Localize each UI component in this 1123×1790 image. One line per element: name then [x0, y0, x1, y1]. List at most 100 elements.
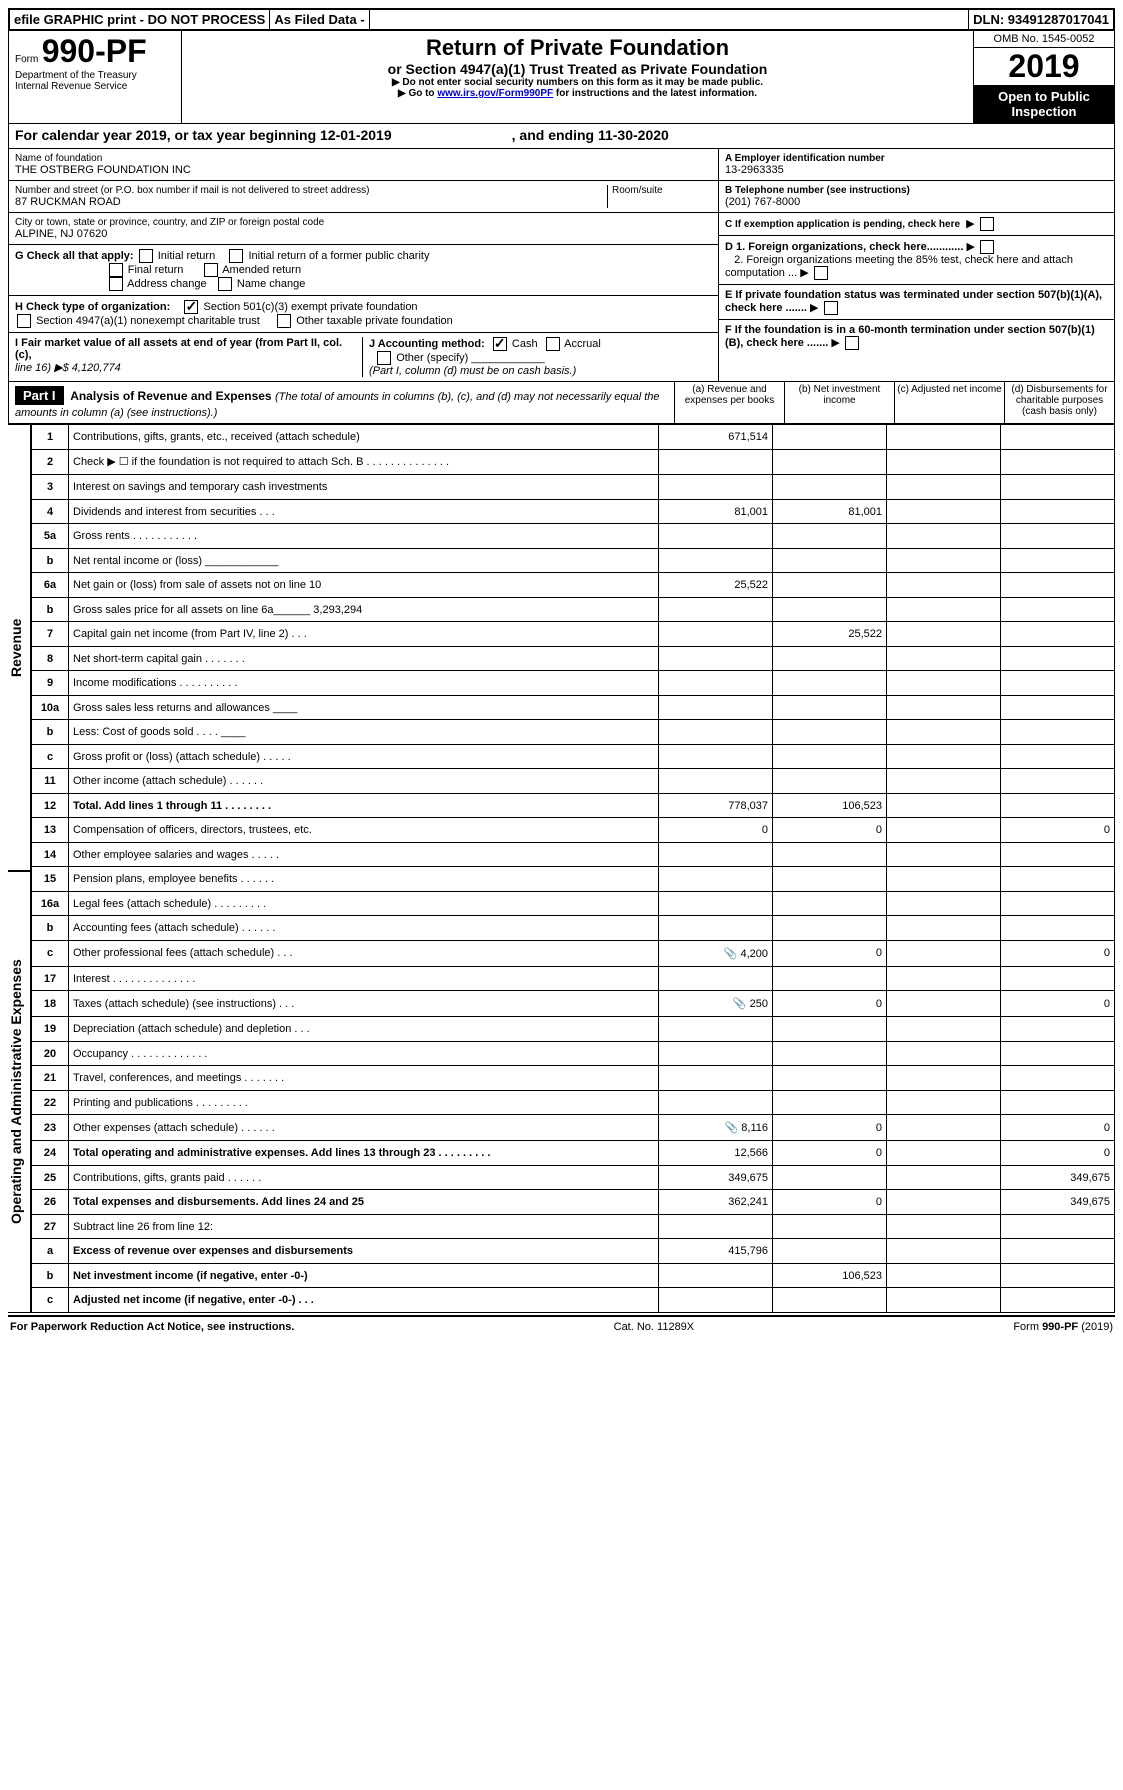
checkbox-initial[interactable]	[139, 249, 153, 263]
table-row: 22Printing and publications . . . . . . …	[32, 1090, 1115, 1115]
table-row: 10aGross sales less returns and allowanc…	[32, 695, 1115, 720]
warn2-post: for instructions and the latest informat…	[556, 88, 757, 99]
efile-mid: As Filed Data -	[270, 10, 369, 29]
table-row: 26Total expenses and disbursements. Add …	[32, 1190, 1115, 1215]
col-b-header: (b) Net investment income	[784, 382, 894, 423]
form-header: Form 990-PF Department of the Treasury I…	[8, 31, 1115, 124]
footer-left: For Paperwork Reduction Act Notice, see …	[10, 1321, 294, 1333]
form-subtitle: or Section 4947(a)(1) Trust Treated as P…	[190, 61, 965, 77]
inspection-badge: Open to Public Inspection	[974, 85, 1114, 123]
checkbox-c[interactable]	[980, 217, 994, 231]
i-line16: line 16) ▶$ 4,120,774	[15, 362, 121, 374]
table-row: 1Contributions, gifts, grants, etc., rec…	[32, 425, 1115, 450]
form-link[interactable]: www.irs.gov/Form990PF	[437, 88, 553, 99]
table-row: 24Total operating and administrative exp…	[32, 1141, 1115, 1166]
room-label: Room/suite	[607, 185, 712, 208]
checkbox-amended[interactable]	[204, 263, 218, 277]
table-row: 7Capital gain net income (from Part IV, …	[32, 622, 1115, 647]
table-row: 11Other income (attach schedule) . . . .…	[32, 769, 1115, 794]
table-row: 4Dividends and interest from securities …	[32, 499, 1115, 524]
checkbox-f[interactable]	[845, 336, 859, 350]
table-row: 23Other expenses (attach schedule) . . .…	[32, 1115, 1115, 1141]
checkbox-addrchg[interactable]	[109, 277, 123, 291]
footer-right: Form 990-PF (2019)	[1013, 1321, 1113, 1333]
c-label: C If exemption application is pending, c…	[725, 219, 960, 230]
col-c-header: (c) Adjusted net income	[894, 382, 1004, 423]
part1-bar: Part I	[15, 386, 64, 405]
d1-label: D 1. Foreign organizations, check here..…	[725, 241, 963, 253]
table-row: bGross sales price for all assets on lin…	[32, 597, 1115, 622]
table-row: 13Compensation of officers, directors, t…	[32, 818, 1115, 843]
efile-left: efile GRAPHIC print - DO NOT PROCESS	[10, 10, 270, 29]
table-row: 8Net short-term capital gain . . . . . .…	[32, 646, 1115, 671]
table-row: bNet investment income (if negative, ent…	[32, 1263, 1115, 1288]
footer-mid: Cat. No. 11289X	[614, 1321, 695, 1333]
table-row: 27Subtract line 26 from line 12:	[32, 1214, 1115, 1239]
j-note: (Part I, column (d) must be on cash basi…	[369, 365, 576, 377]
expenses-sidelabel: Operating and Administrative Expenses	[8, 871, 31, 1313]
table-row: 19Depreciation (attach schedule) and dep…	[32, 1017, 1115, 1042]
warn2-pre: ▶ Go to	[398, 88, 437, 99]
table-row: 9Income modifications . . . . . . . . . …	[32, 671, 1115, 696]
checkbox-501c3[interactable]	[184, 300, 198, 314]
efile-dln: DLN: 93491287017041	[969, 10, 1113, 29]
table-row: 17Interest . . . . . . . . . . . . . .	[32, 966, 1115, 991]
table-row: cOther professional fees (attach schedul…	[32, 940, 1115, 966]
city-state-zip: ALPINE, NJ 07620	[15, 228, 712, 240]
tel-value: (201) 767-8000	[725, 196, 1108, 208]
table-row: 6aNet gain or (loss) from sale of assets…	[32, 573, 1115, 598]
j-label: J Accounting method:	[369, 338, 485, 350]
checkbox-other-taxable[interactable]	[277, 314, 291, 328]
ein-value: 13-2963335	[725, 164, 1108, 176]
irs-label: Internal Revenue Service	[15, 81, 175, 92]
table-row: bAccounting fees (attach schedule) . . .…	[32, 916, 1115, 941]
form-number: 990-PF	[42, 33, 147, 69]
h-label: H Check type of organization:	[15, 301, 170, 313]
table-row: bLess: Cost of goods sold . . . . ____	[32, 720, 1115, 745]
period-begin: For calendar year 2019, or tax year begi…	[15, 127, 392, 145]
checkbox-cash[interactable]	[493, 337, 507, 351]
checkbox-4947[interactable]	[17, 314, 31, 328]
table-row: aExcess of revenue over expenses and dis…	[32, 1239, 1115, 1264]
checkbox-e[interactable]	[824, 301, 838, 315]
checkbox-accrual[interactable]	[546, 337, 560, 351]
e-label: E If private foundation status was termi…	[725, 289, 1102, 314]
checkbox-other-method[interactable]	[377, 351, 391, 365]
part1-title: Analysis of Revenue and Expenses	[70, 389, 271, 403]
checkbox-initial-former[interactable]	[229, 249, 243, 263]
revenue-expense-table: 1Contributions, gifts, grants, etc., rec…	[31, 424, 1115, 1313]
dept-label: Department of the Treasury	[15, 70, 175, 81]
table-row: 15Pension plans, employee benefits . . .…	[32, 867, 1115, 892]
street-address: 87 RUCKMAN ROAD	[15, 196, 607, 208]
table-row: 12Total. Add lines 1 through 11 . . . . …	[32, 793, 1115, 818]
f-label: F If the foundation is in a 60-month ter…	[725, 324, 1095, 349]
table-row: 14Other employee salaries and wages . . …	[32, 842, 1115, 867]
identification-block: Name of foundation THE OSTBERG FOUNDATIO…	[8, 149, 1115, 382]
col-a-header: (a) Revenue and expenses per books	[674, 382, 784, 423]
checkbox-namechg[interactable]	[218, 277, 232, 291]
table-row: 16aLegal fees (attach schedule) . . . . …	[32, 891, 1115, 916]
table-row: cAdjusted net income (if negative, enter…	[32, 1288, 1115, 1313]
addr-label: Number and street (or P.O. box number if…	[15, 185, 607, 196]
table-row: 5aGross rents . . . . . . . . . . .	[32, 524, 1115, 549]
g-label: G Check all that apply:	[15, 250, 134, 262]
name-label: Name of foundation	[15, 153, 712, 164]
checkbox-d1[interactable]	[980, 240, 994, 254]
checkbox-d2[interactable]	[814, 266, 828, 280]
d2-label: 2. Foreign organizations meeting the 85%…	[725, 254, 1073, 279]
period-row: For calendar year 2019, or tax year begi…	[8, 124, 1115, 149]
table-row: 21Travel, conferences, and meetings . . …	[32, 1066, 1115, 1091]
ein-label: A Employer identification number	[725, 153, 1108, 164]
i-label: I Fair market value of all assets at end…	[15, 337, 342, 361]
foundation-name: THE OSTBERG FOUNDATION INC	[15, 164, 712, 176]
efile-bar: efile GRAPHIC print - DO NOT PROCESS As …	[8, 8, 1115, 31]
table-row: 18Taxes (attach schedule) (see instructi…	[32, 991, 1115, 1017]
table-row: 20Occupancy . . . . . . . . . . . . .	[32, 1041, 1115, 1066]
omb-number: OMB No. 1545-0052	[974, 31, 1114, 48]
table-row: 25Contributions, gifts, grants paid . . …	[32, 1165, 1115, 1190]
checkbox-final[interactable]	[109, 263, 123, 277]
table-row: 2Check ▶ ☐ if the foundation is not requ…	[32, 449, 1115, 475]
table-row: 3Interest on savings and temporary cash …	[32, 475, 1115, 500]
col-d-header: (d) Disbursements for charitable purpose…	[1004, 382, 1114, 423]
table-row: cGross profit or (loss) (attach schedule…	[32, 744, 1115, 769]
